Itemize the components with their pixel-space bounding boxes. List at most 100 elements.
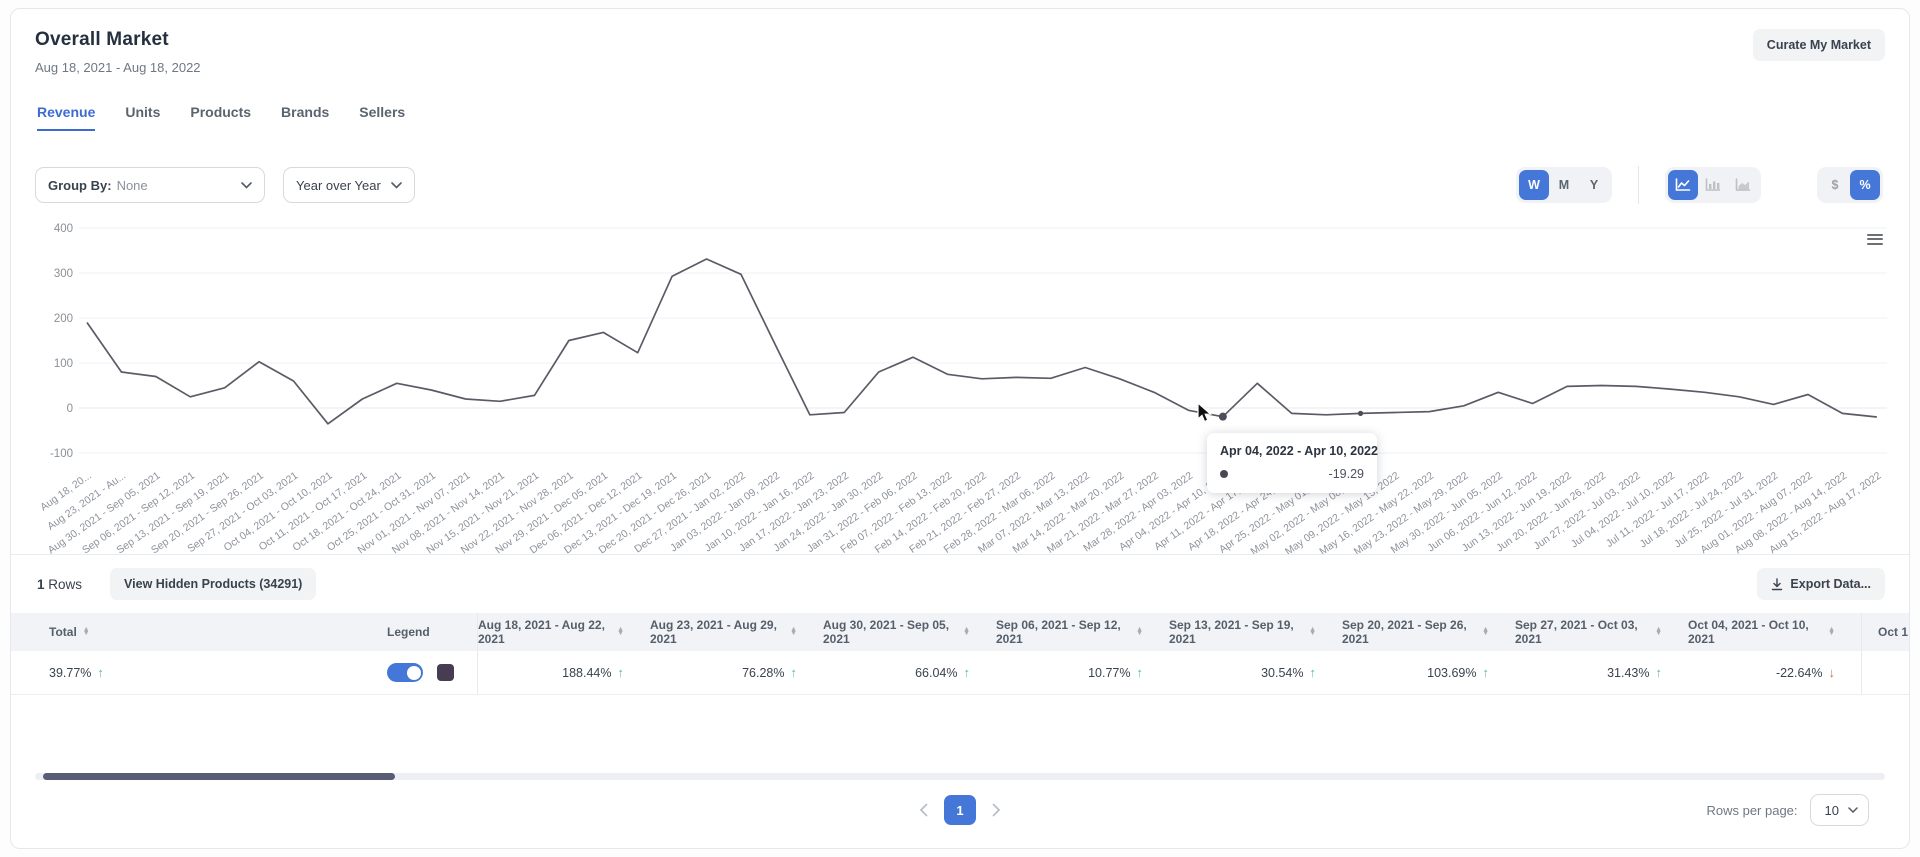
period-month-button[interactable]: M [1549,170,1579,200]
period-year-button[interactable]: Y [1579,170,1609,200]
column-header-date[interactable]: Aug 18, 2021 - Aug 22, 2021 ▲ ▼ [477,613,650,651]
data-point-marker[interactable] [1357,410,1364,416]
sort-icon[interactable]: ▲ ▼ [82,626,90,637]
chart-menu-icon[interactable] [1867,231,1883,247]
bar-chart-icon[interactable] [1698,170,1728,200]
sort-icon[interactable]: ▲ ▼ [1136,626,1143,637]
percent-button[interactable]: % [1850,170,1880,200]
tooltip-title: Apr 04, 2022 - Apr 10, 2022 [1220,444,1378,458]
up-arrow-icon: ↑ [1482,665,1490,680]
page-1-button[interactable]: 1 [944,795,976,825]
sort-icon[interactable]: ▲ ▼ [1482,626,1489,637]
chevron-down-icon [231,181,252,189]
tab-sellers[interactable]: Sellers [359,104,406,120]
chart-area: 400 300 200 100 0 -100 Aug 18, 20... Aug 23, 20… [31,219,1897,554]
legend-cell [387,651,454,694]
value-cell: 103.69% ↑ [1427,665,1490,680]
value-cell: 30.54% ↑ [1261,665,1317,680]
down-arrow-icon: ↓ [1828,665,1836,680]
chart-tooltip: Apr 04, 2022 - Apr 10, 2022 -19.29 [1207,433,1378,493]
download-icon [1772,577,1783,590]
tab-units[interactable]: Units [125,104,161,120]
table-row[interactable]: 39.77% ↑ 188.44% ↑ 76.28% ↑ 66.04% ↑ 10.77% ↑ 30.… [11,651,1909,695]
data-point-marker[interactable] [1218,412,1227,421]
tab-products[interactable]: Products [190,104,252,120]
total-cell: 39.77% ↑ [49,665,104,680]
period-week-button[interactable]: W [1519,170,1549,200]
page-header: Overall Market Aug 18, 2021 - Aug 18, 20… [35,29,1885,75]
value-cell: 31.43% ↑ [1607,665,1663,680]
series-dot-icon [1220,470,1228,478]
data-table-section: 1 Rows View Hidden Products (34291) Expo… [11,554,1909,848]
main-panel: Overall Market Aug 18, 2021 - Aug 18, 20… [10,8,1910,849]
comparison-select[interactable]: Year over Year [283,167,415,203]
chevron-down-icon [1848,807,1858,813]
column-header-date[interactable]: Aug 23, 2021 - Aug 29, 2021 ▲ ▼ [650,618,797,646]
curate-my-market-button[interactable]: Curate My Market [1752,29,1885,61]
y-axis-tick: 0 [67,403,73,415]
sort-icon[interactable]: ▲ ▼ [1828,626,1835,637]
sort-icon[interactable]: ▲ ▼ [1309,626,1316,637]
column-header-date[interactable]: Sep 20, 2021 - Sep 26, 2021 ▲ ▼ [1342,618,1489,646]
column-header-date[interactable]: Sep 27, 2021 - Oct 03, 2021 ▲ ▼ [1515,618,1662,646]
prev-page-button[interactable] [919,803,928,817]
sort-icon[interactable]: ▲ ▼ [617,626,624,637]
pagination: 1 [11,793,1909,827]
line-chart-icon[interactable] [1668,170,1698,200]
sort-icon[interactable]: ▲ ▼ [963,626,970,637]
horizontal-scrollbar-track[interactable] [35,773,1885,780]
horizontal-scrollbar-thumb[interactable] [43,773,395,780]
value-cell: 76.28% ↑ [742,665,798,680]
view-hidden-products-button[interactable]: View Hidden Products (34291) [110,568,317,600]
series-visibility-toggle[interactable] [387,663,423,682]
sort-icon[interactable]: ▲ ▼ [790,626,797,637]
up-arrow-icon: ↑ [1309,665,1317,680]
table-header-row: Total ▲ ▼ Legend Aug 18, 2021 - Aug 22, 2… [11,613,1909,651]
period-toggle-group: W M Y [1516,167,1612,203]
up-arrow-icon: ↑ [1655,665,1663,680]
column-header-total[interactable]: Total ▲ ▼ [49,625,90,639]
up-arrow-icon: ↑ [790,665,798,680]
controls-row: Group By: None Year over Year W M Y [35,166,1883,204]
y-axis-tick: 200 [54,313,73,325]
up-arrow-icon: ↑ [1136,665,1144,680]
up-arrow-icon: ↑ [617,665,625,680]
tab-brands[interactable]: Brands [281,104,330,120]
rows-per-page-select[interactable]: 10 [1809,794,1869,826]
value-cell [1861,651,1920,694]
comparison-value: Year over Year [296,177,381,193]
y-axis-tick: 400 [54,223,73,235]
chart-type-group [1665,167,1761,203]
chevron-down-icon [381,181,402,189]
value-cell: 188.44% ↑ [477,651,650,694]
y-axis-tick: -100 [50,448,73,460]
value-cell: 10.77% ↑ [1088,665,1144,680]
mouse-cursor-icon [1197,402,1213,423]
date-range: Aug 18, 2021 - Aug 18, 2022 [35,60,201,75]
group-by-select[interactable]: Group By: None [35,167,265,203]
page-title: Overall Market [35,29,169,50]
dollar-button[interactable]: $ [1820,170,1850,200]
column-header-date[interactable]: Oct 1 [1861,613,1920,651]
column-header-date[interactable]: Sep 13, 2021 - Sep 19, 2021 ▲ ▼ [1169,618,1316,646]
tab-bar: Revenue Units Products Brands Sellers [37,104,405,131]
up-arrow-icon: ↑ [97,665,104,680]
divider [1638,166,1639,204]
sort-icon[interactable]: ▲ ▼ [1655,626,1662,637]
column-header-date[interactable]: Sep 06, 2021 - Sep 12, 2021 ▲ ▼ [996,618,1143,646]
y-axis-tick: 100 [54,358,73,370]
next-page-button[interactable] [992,803,1001,817]
area-chart-icon[interactable] [1728,170,1758,200]
series-color-swatch[interactable] [437,664,454,681]
revenue-series-line[interactable] [86,258,1877,425]
group-by-value: None [116,177,148,193]
value-cell: -22.64% ↓ [1775,665,1836,680]
tab-revenue[interactable]: Revenue [37,104,96,131]
column-header-date[interactable]: Oct 04, 2021 - Oct 10, 2021 ▲ ▼ [1688,618,1835,646]
export-data-button[interactable]: Export Data... [1757,568,1885,600]
column-header-date[interactable]: Aug 30, 2021 - Sep 05, 2021 ▲ ▼ [823,618,970,646]
rows-count: 1 Rows [37,576,83,592]
rows-per-page-label: Rows per page: [1706,802,1798,818]
unit-toggle-group: $ % [1817,167,1883,203]
